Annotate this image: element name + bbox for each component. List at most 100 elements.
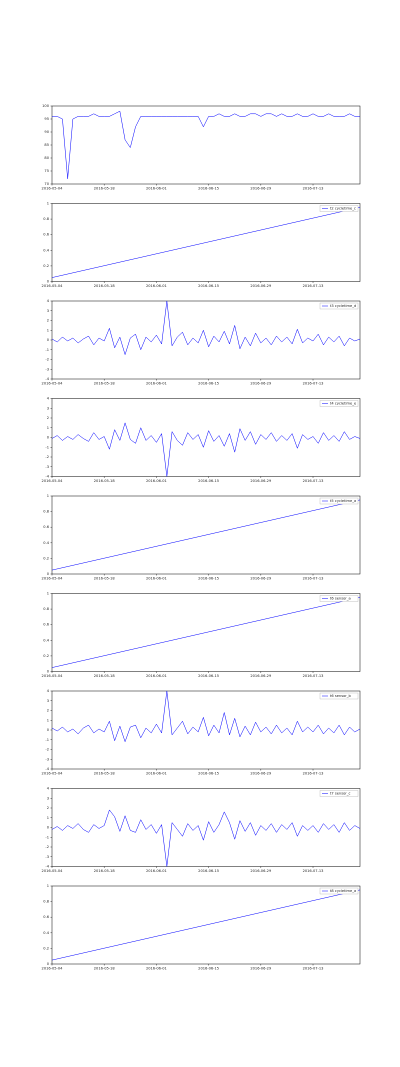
y-tick-label: 0.2 (43, 946, 49, 950)
plot-frame (51, 203, 361, 282)
y-tick-label: -1 (45, 738, 49, 742)
y-tick-label: 95 (44, 117, 49, 121)
y-tick-label: -1 (45, 348, 49, 352)
x-tick-label: 2016-06-15 (198, 577, 219, 581)
x-tick-label: 2016-07-13 (303, 382, 324, 386)
y-tick-label: 0.2 (43, 654, 49, 658)
x-tick-label: 2016-05-18 (94, 577, 116, 581)
x-tick-label: 2016-06-15 (198, 674, 219, 678)
y-tick-label: 2 (47, 806, 49, 810)
x-tick-label: 2016-05-04 (42, 382, 64, 386)
y-tick-label: -4 (45, 865, 49, 869)
plot-frame (51, 885, 361, 965)
y-tick-label: 0 (47, 670, 50, 674)
y-tick-label: 1 (47, 718, 49, 722)
series-line (51, 597, 361, 668)
x-tick-label: 2016-06-29 (250, 772, 272, 776)
x-tick-label: 2016-05-04 (42, 674, 64, 678)
y-tick-label: 75 (44, 169, 49, 173)
y-tick-label: 0 (47, 338, 50, 342)
y-tick-label: -4 (45, 767, 49, 771)
x-tick-label: 2016-05-18 (94, 967, 116, 971)
x-tick-label: 2016-05-04 (42, 284, 64, 288)
y-tick-label: 4 (47, 299, 50, 303)
y-tick-label: -2 (45, 845, 49, 849)
y-tick-label: 3 (47, 309, 49, 313)
x-tick-label: 2016-05-18 (94, 382, 116, 386)
y-tick-label: 1 (47, 884, 49, 888)
x-tick-label: 2016-07-13 (303, 284, 324, 288)
y-tick-label: 2 (47, 416, 49, 420)
plot-frame (51, 690, 361, 770)
x-tick-label: 2016-06-29 (250, 479, 272, 483)
x-tick-label: 2016-06-29 (250, 284, 272, 288)
y-tick-label: 1 (47, 202, 49, 206)
legend-label: t3 cycletime_d (330, 304, 356, 308)
x-tick-label: 2016-06-15 (198, 284, 219, 288)
y-tick-label: 1 (47, 592, 49, 596)
x-tick-label: 2016-06-29 (250, 674, 272, 678)
legend-label: t6 sensor_a (330, 597, 351, 601)
x-tick-label: 2016-05-18 (94, 674, 116, 678)
x-tick-label: 2016-06-01 (146, 869, 167, 873)
y-tick-label: 4 (47, 689, 50, 693)
y-tick-label: -4 (45, 377, 49, 381)
x-tick-label: 2016-06-15 (198, 479, 219, 483)
x-tick-label: 2016-06-29 (250, 869, 272, 873)
y-tick-label: -1 (45, 445, 49, 449)
legend-box (319, 205, 359, 212)
y-tick-label: 0.6 (43, 525, 49, 529)
y-tick-label: 3 (47, 699, 49, 703)
legend-box (319, 595, 359, 602)
y-tick-label: 2 (47, 709, 49, 713)
legend-label: t2 cycletime_c (330, 207, 356, 211)
x-tick-label: 2016-07-13 (303, 479, 324, 483)
plot-frame (51, 788, 361, 867)
legend-label: t7 sensor_c (330, 792, 351, 796)
x-tick-label: 2016-06-01 (146, 674, 167, 678)
y-tick-label: -3 (45, 757, 49, 761)
y-tick-label: 0.4 (43, 541, 49, 545)
x-tick-label: 2016-05-04 (42, 967, 64, 971)
y-tick-label: 4 (47, 397, 50, 401)
series-line (51, 499, 361, 571)
y-tick-label: -2 (45, 748, 49, 752)
y-tick-label: 80 (44, 156, 49, 160)
x-tick-label: 2016-07-13 (303, 674, 324, 678)
y-tick-label: -4 (45, 475, 49, 479)
series-line (51, 207, 361, 278)
y-tick-label: 0.4 (43, 248, 49, 252)
x-tick-label: 2016-07-13 (303, 967, 324, 971)
y-tick-label: 0 (47, 572, 50, 576)
y-tick-label: -2 (45, 455, 49, 459)
y-tick-label: 85 (44, 143, 49, 147)
y-tick-label: 0.2 (43, 264, 49, 268)
y-tick-label: 0.2 (43, 556, 49, 560)
y-tick-label: 0.6 (43, 915, 49, 919)
legend-label: t6 sensor_b (330, 694, 352, 698)
series-line (52, 110, 360, 179)
x-tick-label: 2016-06-29 (250, 187, 272, 191)
x-tick-label: 2016-06-01 (146, 284, 167, 288)
y-tick-label: 0.8 (43, 510, 49, 514)
legend-box (319, 887, 359, 895)
legend-label: t5 cycletime_a (330, 499, 356, 503)
y-tick-label: 0 (47, 826, 50, 830)
x-tick-label: 2016-07-13 (303, 869, 324, 873)
x-tick-label: 2016-06-15 (198, 967, 219, 971)
x-tick-label: 2016-05-04 (42, 869, 64, 873)
legend-label: t4 cycletime_e (330, 402, 357, 406)
y-tick-label: -3 (45, 465, 49, 469)
x-tick-label: 2016-06-01 (146, 772, 167, 776)
y-tick-label: 0.4 (43, 931, 49, 935)
y-tick-label: 3 (47, 406, 49, 410)
x-tick-label: 2016-05-18 (94, 187, 116, 191)
y-tick-label: 0.4 (43, 638, 49, 642)
y-tick-label: 90 (44, 130, 49, 134)
legend-box (319, 302, 359, 310)
y-tick-label: 0.8 (43, 607, 49, 611)
y-tick-label: 1 (47, 426, 49, 430)
legend-box (319, 497, 359, 505)
y-tick-label: -3 (45, 367, 49, 371)
